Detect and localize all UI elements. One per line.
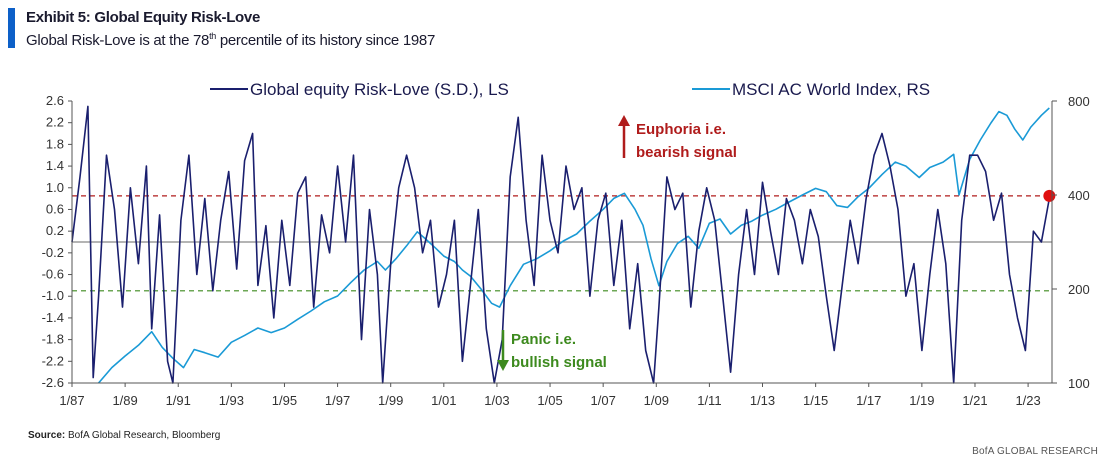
msci-line: [97, 107, 1050, 384]
y-left-tick-label: -2.2: [42, 353, 64, 368]
msci-series-layer: [97, 107, 1050, 384]
y-left-tick-label: -2.6: [42, 375, 64, 390]
x-tick-label: 1/13: [750, 393, 775, 408]
accent-bar: [8, 8, 15, 48]
x-tick-label: 1/17: [856, 393, 881, 408]
x-tick-label: 1/05: [537, 393, 562, 408]
x-tick-label: 1/11: [697, 393, 721, 408]
subtitle-superscript: th: [209, 31, 216, 41]
y-left-tick-label: 0.2: [46, 223, 64, 238]
source-text: BofA Global Research, Bloomberg: [65, 430, 221, 441]
y-left-tick-label: 2.6: [46, 93, 64, 108]
x-tick-label: 1/97: [325, 393, 350, 408]
source-note: Source: BofA Global Research, Bloomberg: [28, 430, 220, 441]
y-left-tick-label: -0.6: [42, 267, 64, 282]
x-tick-label: 1/89: [112, 393, 137, 408]
x-tick-label: 1/19: [909, 393, 934, 408]
x-tick-label: 1/09: [644, 393, 669, 408]
panic-sublabel: bullish signal: [511, 354, 607, 371]
x-tick-label: 1/15: [803, 393, 828, 408]
y-left-tick-label: 1.8: [46, 136, 64, 151]
y-right-tick-label: 100: [1068, 376, 1090, 391]
y-left-tick-label: -1.4: [42, 310, 64, 325]
y-left-tick-label: 2.2: [46, 115, 64, 130]
x-tick-label: 1/95: [272, 393, 297, 408]
x-tick-label: 1/07: [591, 393, 616, 408]
y-left-tick-label: -1.8: [42, 332, 64, 347]
x-tick-label: 1/21: [962, 393, 987, 408]
x-tick-label: 1/93: [219, 393, 244, 408]
euphoria-sublabel: bearish signal: [636, 144, 737, 161]
legend-label-risk-love: Global equity Risk-Love (S.D.), LS: [250, 80, 509, 99]
y-left-tick-label: 1.4: [46, 158, 64, 173]
y-right-tick-label: 400: [1068, 188, 1090, 203]
x-tick-label: 1/91: [166, 393, 191, 408]
y-right-tick-label: 200: [1068, 282, 1090, 297]
x-tick-label: 1/99: [378, 393, 403, 408]
subtitle-text-pre: Global Risk-Love is at the 78: [26, 32, 210, 49]
subtitle-text-post: percentile of its history since 1987: [215, 32, 436, 49]
euphoria-arrow-head: [618, 115, 630, 126]
x-tick-label: 1/23: [1015, 393, 1040, 408]
y-left-tick-label: 0.6: [46, 201, 64, 216]
x-tick-label: 1/87: [59, 393, 84, 408]
exhibit-subtitle: Global Risk-Love is at the 78th percenti…: [26, 31, 435, 49]
exhibit-title: Exhibit 5: Global Equity Risk-Love: [26, 9, 261, 26]
x-tick-label: 1/03: [484, 393, 509, 408]
y-right-tick-label: 800: [1068, 94, 1090, 109]
y-left-tick-label: -1.0: [42, 288, 64, 303]
y-left-tick-label: 1.0: [46, 180, 64, 195]
brand-footer: BofA GLOBAL RESEARCH: [972, 446, 1098, 457]
legend-label-msci: MSCI AC World Index, RS: [732, 80, 930, 99]
latest-value-marker: [1043, 189, 1056, 202]
risk-love-line: [71, 105, 1051, 384]
x-tick-label: 1/01: [431, 393, 456, 408]
source-label: Source:: [28, 430, 66, 441]
y-left-tick-label: -0.2: [42, 245, 64, 260]
chart-axes: 2.6 2.2 1.8 1.4 1.0 0.6 0.2 -0.2 -0.6 -1.0 -1.4 -1.…: [42, 93, 1090, 408]
panic-label: Panic i.e.: [511, 331, 576, 348]
euphoria-label: Euphoria i.e.: [636, 121, 726, 138]
chart-annotations: Euphoria i.e. bearish signal Panic i.e. bul…: [497, 115, 737, 371]
panic-arrow-head: [497, 360, 509, 371]
chart-legend: Global equity Risk-Love (S.D.), LS MSCI A…: [210, 80, 930, 99]
